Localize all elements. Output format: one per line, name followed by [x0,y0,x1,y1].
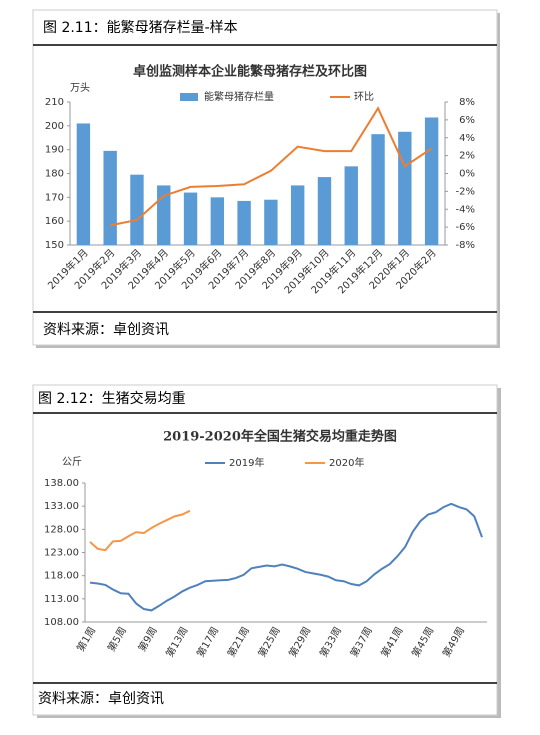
axis-unit: 万头 [70,82,90,94]
y-tick-label: 190 [45,145,64,156]
source: 资料来源：卓创资讯 [43,322,169,338]
bar [76,123,91,245]
source: 资料来源：卓创资讯 [38,691,164,707]
y-tick-label: 150 [45,240,64,251]
chart-title: 卓创监测样本企业能繁母猪存栏及环比图 [133,64,367,80]
chart-title: 2019-2020年全国生猪交易均重走势图 [163,429,397,445]
bar [130,174,144,245]
series-line [89,509,191,552]
bar [103,150,117,245]
bar [237,200,251,245]
panel [32,384,498,716]
y-tick-label: 133.00 [44,501,79,512]
y-tick-label: 180 [45,169,64,180]
bar [183,192,198,245]
y-tick-label: 118.00 [44,571,79,582]
bar [210,197,225,245]
bar [398,131,412,245]
series-line [109,106,433,227]
y2-tick-label: 4% [459,133,475,144]
axis-unit: 公斤 [62,456,82,468]
y2-tick-label: -4% [456,204,475,215]
legend-swatch [180,93,198,101]
y2-tick-label: 0% [459,169,475,180]
legend-label: 2019年 [229,456,264,469]
y-tick-label: 113.00 [44,594,79,605]
series-line [89,502,483,612]
y-tick-label: 128.00 [44,524,79,535]
y2-tick-label: 6% [459,115,475,126]
y2-tick-label: -6% [456,222,475,233]
y2-tick-label: -2% [456,186,475,197]
caption: 图 2.12：生猪交易均重 [38,390,186,407]
bar [371,134,385,245]
bar [344,166,358,245]
y-tick-label: 123.00 [44,548,79,559]
y-tick-label: 200 [45,121,64,132]
y-tick-label: 138.00 [44,478,79,489]
y-tick-label: 160 [45,216,64,227]
y2-tick-label: 2% [459,151,475,162]
y2-tick-label: -8% [456,240,475,251]
caption: 图 2.11：能繁母猪存栏量-样本 [43,20,238,36]
y-tick-label: 210 [45,97,64,108]
bar [290,185,305,245]
y-tick-label: 108.00 [44,617,79,628]
bar [317,177,332,245]
legend-label: 2020年 [329,456,364,469]
y2-tick-label: 8% [459,97,475,108]
bar [264,199,278,245]
legend-label: 能繁母猪存栏量 [204,90,274,103]
bar [424,117,439,245]
legend-label: 环比 [354,91,374,103]
y-tick-label: 170 [45,192,64,203]
bar [157,185,171,245]
